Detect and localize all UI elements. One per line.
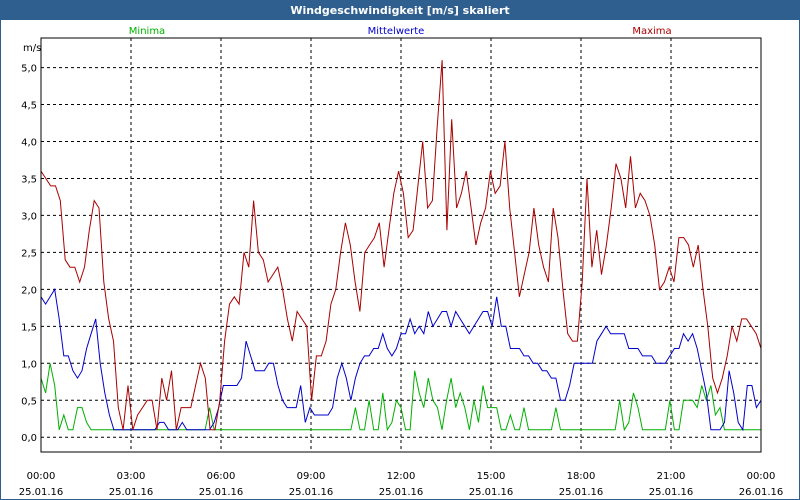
x-tick-date: 25.01.16 (109, 487, 154, 498)
x-tick-time: 09:00 (297, 471, 326, 482)
y-tick-label: 4,5 (21, 101, 37, 112)
x-tick-time: 12:00 (387, 471, 416, 482)
x-axis-ticks: 00:00 25.01.16 03:00 25.01.16 06:00 25.01.16 0… (19, 471, 784, 498)
wind-speed-chart: m/s 0,0 0,5 1,0 1,5 2,0 2,5 3,0 3,5 4,0 4,5 5,0 00… (19, 26, 784, 498)
x-tick-time: 06:00 (207, 471, 236, 482)
x-tick-time: 00:00 (27, 471, 56, 482)
y-tick-label: 5,0 (21, 64, 37, 75)
x-tick-date: 25.01.16 (469, 487, 514, 498)
legend-mittelwerte: Mittelwerte (368, 26, 425, 37)
y-tick-label: 4,0 (21, 138, 37, 149)
x-tick-time: 15:00 (477, 471, 506, 482)
legend-maxima: Maxima (632, 26, 671, 37)
y-tick-label: 0,5 (21, 396, 37, 407)
y-tick-label: 3,5 (21, 174, 37, 185)
x-tick-date: 26.01.16 (739, 487, 784, 498)
x-tick-date: 25.01.16 (289, 487, 334, 498)
x-tick-time: 03:00 (117, 471, 146, 482)
y-axis-ticks: 0,0 0,5 1,0 1,5 2,0 2,5 3,0 3,5 4,0 4,5 5,0 (21, 64, 37, 445)
series-lines (40, 60, 762, 432)
x-tick-date: 25.01.16 (559, 487, 604, 498)
x-tick-date: 25.01.16 (199, 487, 244, 498)
y-tick-label: 1,5 (21, 322, 37, 333)
x-tick-time: 18:00 (567, 471, 596, 482)
x-tick-time: 00:00 (747, 471, 776, 482)
series-line-mittelwerte (40, 287, 762, 432)
y-tick-label: 0,0 (21, 433, 37, 444)
window-title: Windgeschwindigkeit [m/s] skaliert (1, 1, 799, 20)
x-tick-date: 25.01.16 (379, 487, 424, 498)
x-tick-date: 25.01.16 (19, 487, 64, 498)
y-axis-label: m/s (23, 43, 41, 54)
y-tick-label: 1,0 (21, 359, 37, 370)
plot-border (40, 37, 762, 453)
y-tick-label: 2,0 (21, 285, 37, 296)
legend-minima: Minima (129, 26, 165, 37)
legend: Minima Mittelwerte Maxima (129, 26, 672, 37)
y-tick-label: 2,5 (21, 248, 37, 259)
x-tick-time: 21:00 (657, 471, 686, 482)
series-line-minima (40, 363, 761, 432)
x-tick-date: 25.01.16 (649, 487, 694, 498)
y-tick-label: 3,0 (21, 211, 37, 222)
series-line-maxima (40, 60, 762, 431)
grid (41, 38, 761, 452)
